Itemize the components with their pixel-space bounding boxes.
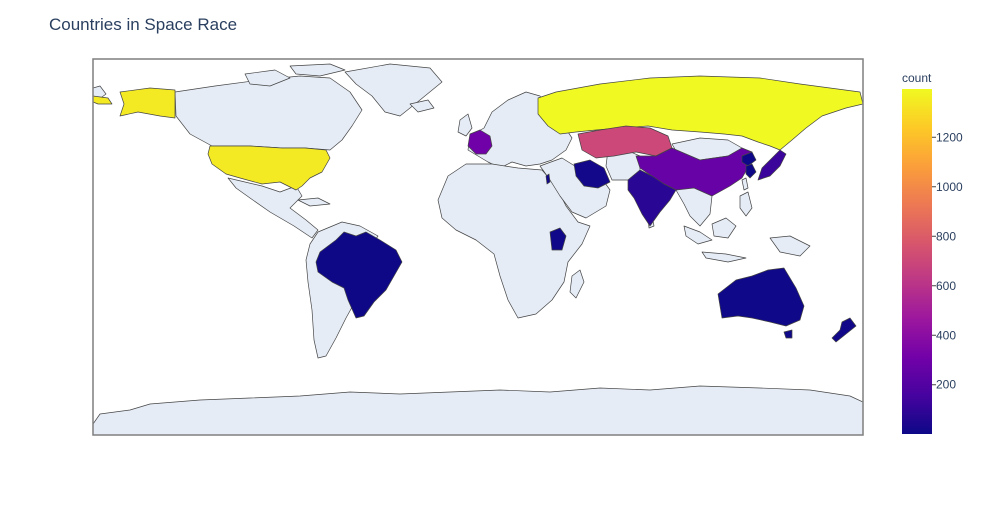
country-usa[interactable] <box>207 145 331 191</box>
country-australia[interactable] <box>717 267 805 327</box>
colorbar-tick-label: 400 <box>936 328 956 342</box>
colorbar-tick-label: 800 <box>936 229 956 243</box>
country-france[interactable] <box>467 129 493 155</box>
chart-title: Countries in Space Race <box>49 15 237 34</box>
country-usa-alaska[interactable] <box>119 87 176 119</box>
colorbar-tick-label: 200 <box>936 378 956 392</box>
colorbar-tick-label: 600 <box>936 279 956 293</box>
colorbar-gradient <box>902 89 932 434</box>
colorbar-tick-label: 1200 <box>936 130 963 144</box>
country-usa-alaska-west[interactable] <box>93 95 113 105</box>
country-japan[interactable] <box>757 149 787 181</box>
country-kenya[interactable] <box>549 227 567 251</box>
colorbar-ticks: 200 400 600 800 1000 1200 <box>932 130 963 392</box>
colorbar: count 200 400 600 800 1000 1200 <box>902 71 963 434</box>
country-iran[interactable] <box>573 159 611 189</box>
country-israel[interactable] <box>545 173 551 185</box>
colorbar-title: count <box>902 71 932 85</box>
country-india[interactable] <box>627 169 677 227</box>
land-base <box>93 63 863 435</box>
country-south-korea[interactable] <box>745 163 757 179</box>
country-australia-tasmania[interactable] <box>783 329 793 339</box>
country-new-zealand[interactable] <box>831 317 857 343</box>
country-north-korea[interactable] <box>741 151 757 167</box>
country-brazil[interactable] <box>315 231 403 319</box>
countries-layer <box>93 75 863 343</box>
map-frame <box>92 58 864 436</box>
map-panel[interactable] <box>92 58 864 436</box>
colorbar-tick-label: 1000 <box>936 180 963 194</box>
